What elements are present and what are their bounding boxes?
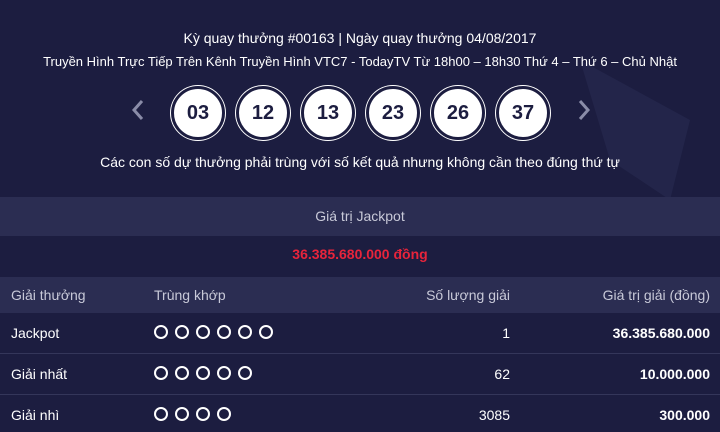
match-dot bbox=[175, 407, 189, 421]
result-ball: 12 bbox=[236, 86, 290, 140]
prize-count: 62 bbox=[494, 366, 510, 382]
header-cell: Giá trị giải (đồng) bbox=[602, 287, 710, 303]
header-cell: Trùng khớp bbox=[154, 287, 226, 303]
header-cell: Giải thưởng bbox=[11, 287, 86, 303]
match-dot bbox=[238, 366, 252, 380]
prize-table: Giải thưởng Trùng khớp Số lượng giải Giá tr… bbox=[0, 277, 720, 432]
prize-value: 10.000.000 bbox=[639, 366, 710, 382]
result-ball: 26 bbox=[431, 86, 485, 140]
match-dot bbox=[154, 366, 168, 380]
prize-value: 300.000 bbox=[659, 407, 710, 423]
result-balls: 03 12 13 23 26 37 bbox=[0, 86, 720, 140]
bg-logo bbox=[580, 60, 690, 200]
result-ball: 23 bbox=[366, 86, 420, 140]
match-dot bbox=[196, 366, 210, 380]
match-dot bbox=[175, 325, 189, 339]
match-dot bbox=[196, 407, 210, 421]
broadcast-info: Truyền Hình Trực Tiếp Trên Kênh Truyền H… bbox=[43, 54, 677, 69]
note: Các con số dự thưởng phải trùng với số k… bbox=[100, 154, 620, 170]
match-dot bbox=[217, 325, 231, 339]
jackpot-amount: 36.385.680.000 đồng bbox=[292, 246, 428, 262]
prev-arrow[interactable] bbox=[130, 98, 146, 122]
next-arrow[interactable] bbox=[576, 98, 592, 122]
table-header: Giải thưởng Trùng khớp Số lượng giải Giá tr… bbox=[0, 277, 720, 313]
draw-info: Kỳ quay thưởng #00163 | Ngày quay thưởng… bbox=[183, 30, 537, 46]
match-dot bbox=[154, 325, 168, 339]
match-dot bbox=[259, 325, 273, 339]
prize-count: 1 bbox=[502, 325, 510, 341]
result-ball: 13 bbox=[301, 86, 355, 140]
result-ball: 03 bbox=[171, 86, 225, 140]
match-dot bbox=[217, 366, 231, 380]
result-ball: 37 bbox=[496, 86, 550, 140]
prize-row: Giải nhất 62 10.000.000 bbox=[0, 354, 720, 395]
prize-row: Jackpot 1 36.385.680.000 bbox=[0, 313, 720, 354]
prize-name: Giải nhì bbox=[11, 407, 60, 423]
match-dot bbox=[217, 407, 231, 421]
prize-name: Giải nhất bbox=[11, 366, 68, 382]
header-cell: Số lượng giải bbox=[426, 287, 510, 303]
prize-count: 3085 bbox=[478, 407, 510, 423]
prize-row: Giải nhì 3085 300.000 bbox=[0, 395, 720, 432]
jackpot-label: Giá trị Jackpot bbox=[0, 197, 720, 236]
match-dot bbox=[154, 407, 168, 421]
match-dot bbox=[196, 325, 210, 339]
prize-name: Jackpot bbox=[11, 325, 60, 341]
prize-value: 36.385.680.000 bbox=[612, 325, 710, 341]
match-dot bbox=[238, 325, 252, 339]
match-dot bbox=[175, 366, 189, 380]
